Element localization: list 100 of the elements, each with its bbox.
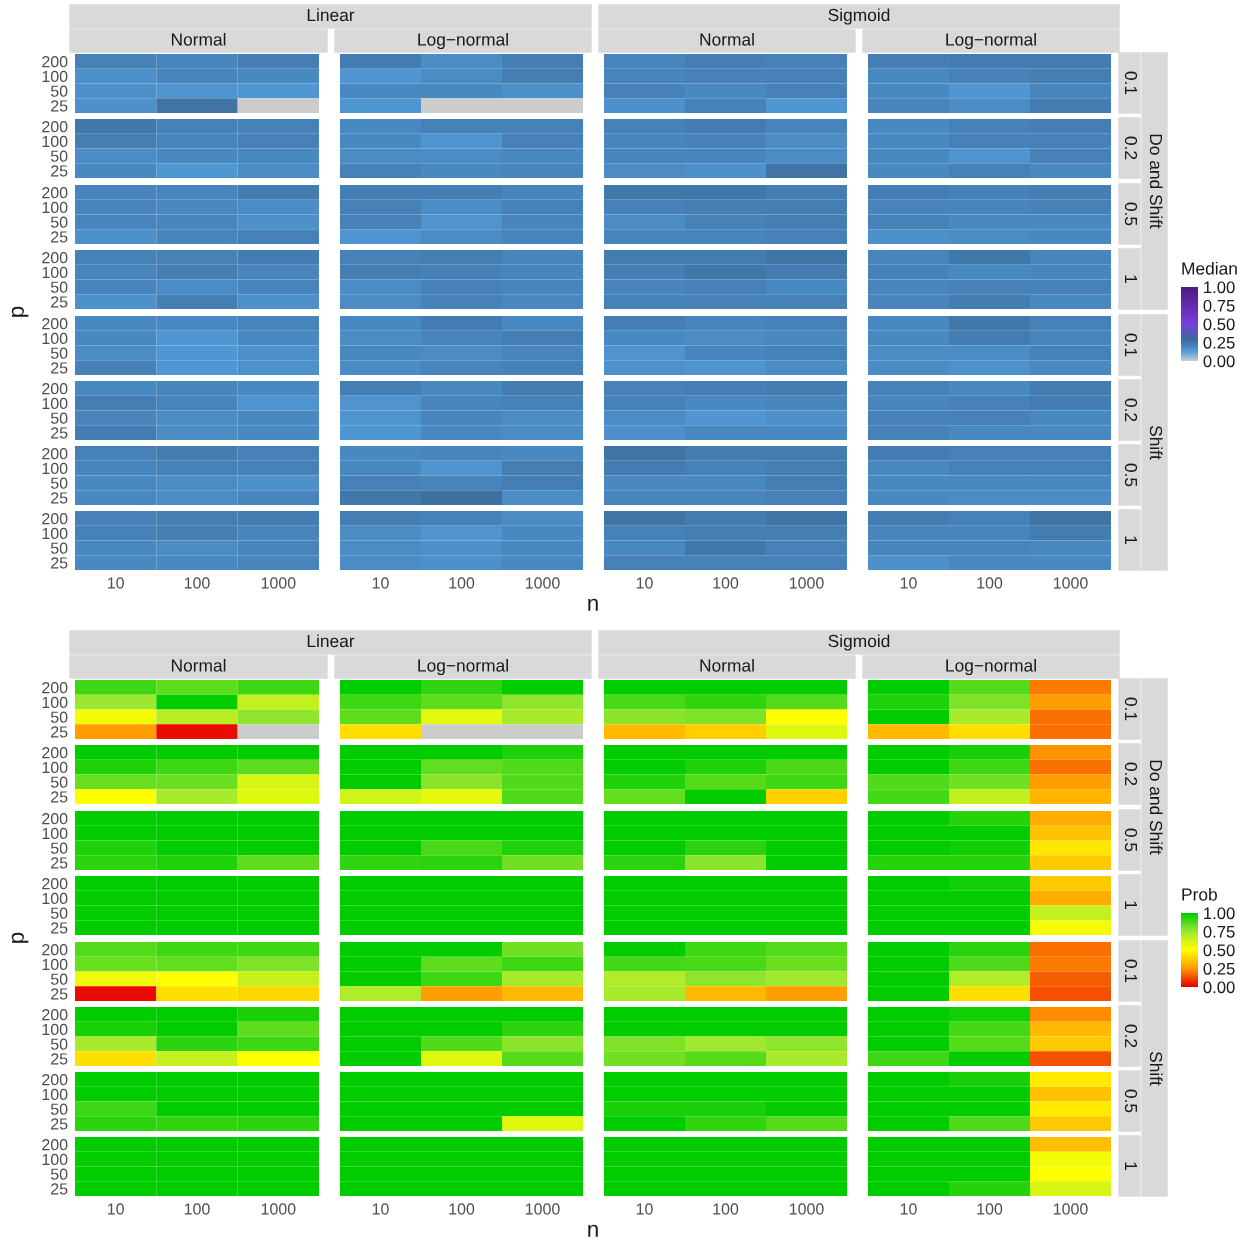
- text: Linear: [307, 634, 355, 648]
- y-tick-label: 25: [51, 922, 68, 934]
- x-tick-label: 10: [900, 1203, 917, 1215]
- y-tick-label: 100: [42, 958, 68, 971]
- y-tick-label: 100: [42, 527, 68, 540]
- x-tick-label: 100: [184, 577, 210, 589]
- y-tick-label: 25: [51, 1118, 68, 1130]
- x-tick-label: 1000: [261, 577, 296, 589]
- text: 0.1: [1124, 959, 1138, 983]
- y-tick-label: 100: [42, 1023, 68, 1036]
- y-tick-label: 200: [42, 318, 68, 330]
- text: Normal: [700, 658, 754, 672]
- y-tick-label: 200: [42, 1074, 68, 1086]
- color-bar-label: 0.25: [1203, 336, 1235, 349]
- y-tick-label: 100: [42, 397, 68, 410]
- y-tick-label: 25: [51, 557, 68, 569]
- y-tick-label: 50: [50, 281, 68, 293]
- y-tick-label: 25: [51, 231, 68, 243]
- y-tick-label: 200: [42, 813, 68, 825]
- y-tick-label: 50: [50, 477, 68, 489]
- y-tick-label: 200: [42, 121, 68, 133]
- text: Normal: [700, 32, 754, 46]
- y-tick-label: 200: [42, 448, 68, 460]
- text: 0.5: [1124, 463, 1138, 487]
- y-tick-label: 100: [42, 266, 68, 279]
- text: Normal: [171, 32, 226, 46]
- y-tick-label: 50: [50, 973, 68, 985]
- y-tick-label: 25: [51, 1183, 68, 1195]
- x-tick-label: 1000: [261, 1203, 296, 1215]
- y-tick-label: 200: [42, 682, 68, 694]
- text: Do and Shift: [1149, 760, 1163, 855]
- y-tick-label: 25: [51, 791, 68, 803]
- y-axis-title: p: [11, 306, 29, 317]
- x-tick-label: 100: [449, 577, 475, 589]
- x-tick-label: 10: [636, 1203, 653, 1215]
- y-tick-label: 100: [42, 1153, 68, 1166]
- y-tick-label: 100: [42, 761, 68, 774]
- y-tick-label: 100: [42, 827, 68, 840]
- text: 0.5: [1124, 1089, 1138, 1113]
- text: 0.2: [1124, 762, 1138, 786]
- text: 0.5: [1124, 828, 1138, 852]
- text: 1: [1125, 901, 1137, 909]
- color-bar-label: 0.75: [1203, 925, 1235, 938]
- text: Log−normal: [418, 658, 508, 676]
- text: 1: [1125, 1162, 1137, 1170]
- y-tick-label: 100: [42, 332, 68, 345]
- y-tick-label: 200: [42, 383, 68, 395]
- y-tick-label: 50: [50, 711, 68, 723]
- x-tick-label: 100: [977, 1203, 1003, 1215]
- x-tick-label: 100: [449, 1203, 475, 1215]
- x-axis-title: n: [588, 1224, 598, 1237]
- y-tick-label: 25: [51, 988, 68, 1000]
- color-bar-label: 0.00: [1203, 981, 1235, 994]
- text: 0.1: [1124, 71, 1138, 95]
- y-tick-label: 100: [42, 70, 68, 83]
- y-tick-label: 50: [50, 85, 68, 97]
- y-tick-label: 25: [51, 362, 68, 374]
- text: Linear: [307, 8, 355, 22]
- x-tick-label: 1000: [789, 577, 824, 589]
- text: Shift: [1149, 1051, 1163, 1086]
- x-tick-label: 10: [108, 577, 124, 589]
- x-tick-label: 1000: [1053, 1203, 1088, 1215]
- y-tick-label: 50: [50, 776, 68, 788]
- text: 1: [1125, 275, 1137, 283]
- y-tick-label: 25: [51, 857, 68, 869]
- x-tick-label: 100: [977, 577, 1003, 589]
- y-tick-label: 200: [42, 1009, 68, 1021]
- x-tick-label: 10: [636, 577, 653, 589]
- y-tick-label: 200: [42, 878, 68, 890]
- y-tick-label: 50: [50, 542, 68, 554]
- y-tick-label: 25: [51, 492, 68, 504]
- color-bar-label: 1.00: [1204, 281, 1235, 294]
- color-bar-title: Prob: [1182, 887, 1217, 901]
- text: 0.2: [1124, 398, 1138, 422]
- y-tick-label: 100: [42, 201, 68, 214]
- color-bar-label: 0.50: [1203, 944, 1235, 957]
- text: Normal: [171, 658, 226, 672]
- y-tick-label: 25: [51, 165, 68, 177]
- y-tick-label: 100: [42, 696, 68, 709]
- x-tick-label: 10: [372, 577, 389, 589]
- y-tick-label: 200: [42, 513, 68, 525]
- color-bar-title: Median: [1182, 261, 1237, 275]
- x-tick-label: 10: [900, 577, 917, 589]
- x-tick-label: 1000: [525, 577, 560, 589]
- text: Log−normal: [418, 32, 508, 50]
- x-tick-label: 1000: [525, 1203, 560, 1215]
- y-tick-label: 50: [50, 842, 68, 854]
- x-axis-title: n: [588, 598, 598, 611]
- y-tick-label: 50: [50, 347, 68, 359]
- y-tick-label: 25: [51, 296, 68, 308]
- y-tick-label: 100: [42, 462, 68, 475]
- text: 0.1: [1124, 697, 1138, 721]
- y-axis-title: p: [11, 932, 29, 943]
- y-tick-label: 50: [50, 1103, 68, 1115]
- text: Sigmoid: [828, 8, 890, 25]
- color-bar-label: 1.00: [1204, 907, 1235, 920]
- text: Do and Shift: [1149, 134, 1163, 229]
- y-tick-label: 200: [42, 1139, 68, 1151]
- y-tick-label: 25: [51, 726, 68, 738]
- y-tick-label: 200: [42, 747, 68, 759]
